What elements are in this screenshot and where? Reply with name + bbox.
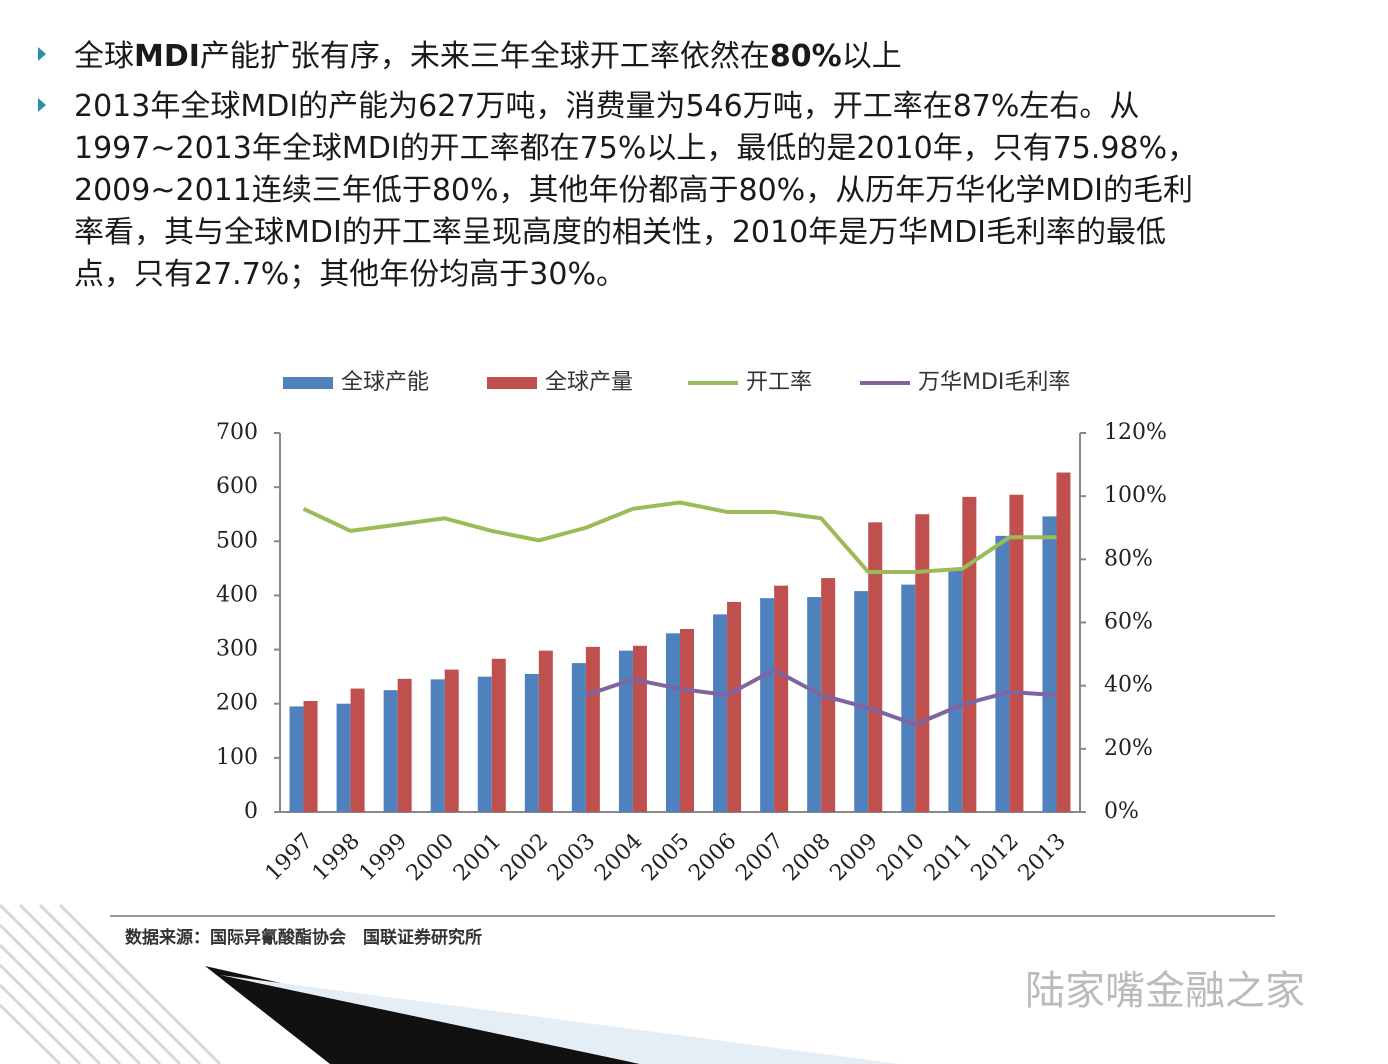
y-tick-label: 400 bbox=[216, 582, 258, 607]
bar bbox=[585, 646, 600, 812]
x-tick-label: 2000 bbox=[402, 829, 459, 886]
bar bbox=[727, 601, 742, 812]
bar bbox=[477, 676, 492, 812]
x-tick-label: 2011 bbox=[920, 829, 977, 886]
watermark: 陆家嘴金融之家 bbox=[1025, 968, 1305, 1014]
x-tick-label: 2003 bbox=[543, 829, 600, 886]
bar bbox=[350, 688, 365, 812]
bar bbox=[571, 663, 586, 812]
bar bbox=[444, 669, 459, 812]
bar bbox=[760, 598, 775, 812]
y2-tick-label: 100% bbox=[1104, 483, 1167, 508]
y-tick-label: 500 bbox=[216, 528, 258, 553]
bullet-line: 率看，其与全球MDI的开工率呈现高度的相关性，2010年是万华MDI毛利率的最低 bbox=[74, 215, 1166, 250]
x-tick-label: 2012 bbox=[967, 829, 1024, 886]
bar bbox=[336, 703, 351, 812]
bar bbox=[538, 650, 553, 812]
x-tick-label: 1999 bbox=[355, 829, 412, 886]
y2-tick-label: 20% bbox=[1104, 736, 1153, 761]
text: 产能扩张有序，未来三年全球开工率依然在 bbox=[200, 39, 770, 74]
bar bbox=[397, 678, 412, 812]
bar bbox=[995, 535, 1010, 812]
legend-label: 全球产量 bbox=[545, 370, 633, 395]
y-tick-label: 0 bbox=[244, 799, 258, 824]
text: 80% bbox=[770, 39, 842, 74]
x-tick-label: 1997 bbox=[261, 829, 318, 886]
bar bbox=[632, 645, 647, 812]
bar bbox=[854, 591, 869, 812]
y-tick-label: 700 bbox=[216, 420, 258, 445]
bar bbox=[948, 568, 963, 812]
x-tick-label: 2007 bbox=[731, 829, 788, 886]
y2-tick-label: 0% bbox=[1104, 799, 1139, 824]
y-tick-label: 300 bbox=[216, 637, 258, 662]
text: 全球 bbox=[74, 39, 134, 74]
legend-label: 万华MDI毛利率 bbox=[918, 370, 1070, 395]
x-tick-label: 2008 bbox=[778, 829, 835, 886]
y-tick-label: 100 bbox=[216, 745, 258, 770]
y-tick-label: 200 bbox=[216, 691, 258, 716]
y-tick-label: 600 bbox=[216, 474, 258, 499]
bar bbox=[618, 650, 633, 812]
bullet-2: 2013年全球MDI的产能为627万吨，消费量为546万吨，开工率在87%左右。… bbox=[74, 89, 1197, 292]
bar bbox=[1009, 494, 1024, 812]
bar bbox=[524, 673, 539, 812]
bar bbox=[915, 514, 930, 812]
text: 以上 bbox=[842, 39, 902, 74]
line bbox=[585, 667, 1057, 727]
bar bbox=[868, 522, 883, 812]
bar bbox=[383, 690, 398, 812]
x-tick-label: 2010 bbox=[873, 829, 930, 886]
legend-swatch bbox=[487, 377, 537, 389]
bullet-line: 点，只有27.7%；其他年份均高于30%。 bbox=[74, 257, 626, 292]
bar bbox=[962, 496, 977, 812]
bullet-line: 2009~2011连续三年低于80%，其他年份都高于80%，从历年万华化学MDI… bbox=[74, 173, 1193, 208]
x-tick-label: 1998 bbox=[308, 829, 365, 886]
y2-tick-label: 120% bbox=[1104, 420, 1167, 445]
bar bbox=[666, 633, 680, 812]
bullet-line: 2013年全球MDI的产能为627万吨，消费量为546万吨，开工率在87%左右。… bbox=[74, 89, 1139, 124]
legend-label: 开工率 bbox=[746, 370, 812, 395]
bar bbox=[430, 679, 445, 812]
y2-tick-label: 40% bbox=[1104, 673, 1153, 698]
bar bbox=[491, 658, 506, 812]
x-tick-label: 2004 bbox=[590, 829, 647, 886]
bullet-1: 全球MDI产能扩张有序，未来三年全球开工率依然在80%以上 bbox=[74, 39, 902, 74]
x-tick-label: 2002 bbox=[496, 829, 553, 886]
bar bbox=[289, 706, 304, 812]
y2-tick-label: 80% bbox=[1104, 546, 1153, 571]
y2-tick-label: 60% bbox=[1104, 610, 1153, 635]
bar bbox=[774, 585, 789, 812]
bullet-line: 1997~2013年全球MDI的开工率都在75%以上，最低的是2010年，只有7… bbox=[74, 131, 1197, 166]
legend-label: 全球产能 bbox=[341, 370, 429, 395]
bar bbox=[807, 597, 822, 812]
x-tick-label: 2013 bbox=[1014, 829, 1071, 886]
decoration bbox=[0, 47, 1275, 1064]
line bbox=[302, 500, 1057, 574]
chart: 0 100 200 300 400 500 600 700 0% 20% 40% 60% 80% 100%… bbox=[216, 370, 1167, 886]
bar bbox=[680, 628, 694, 812]
bar bbox=[303, 701, 318, 812]
bar bbox=[1042, 516, 1057, 812]
bar bbox=[713, 614, 728, 812]
source: 数据来源：国际异氰酸酯协会 国联证券研究所 bbox=[125, 927, 482, 948]
x-tick-label: 2006 bbox=[684, 829, 741, 886]
x-tick-label: 2005 bbox=[637, 829, 694, 886]
x-tick-label: 2009 bbox=[825, 829, 882, 886]
x-tick-label: 2001 bbox=[449, 829, 506, 886]
legend-swatch bbox=[283, 377, 333, 389]
text: MDI bbox=[134, 39, 200, 74]
bar bbox=[1056, 472, 1071, 812]
bar bbox=[901, 584, 916, 812]
